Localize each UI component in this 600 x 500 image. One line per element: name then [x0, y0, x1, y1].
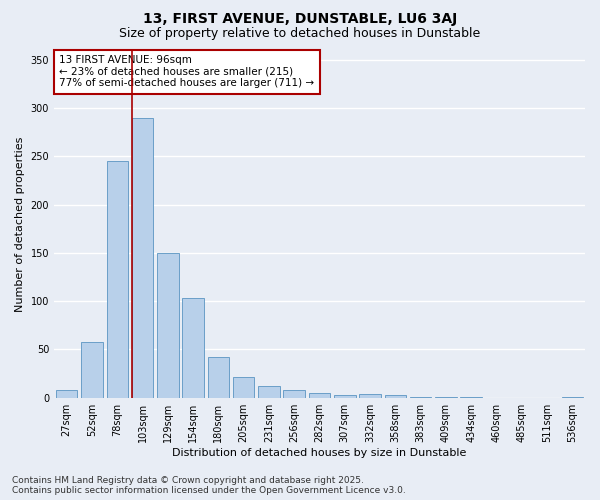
Bar — [258, 386, 280, 398]
Bar — [157, 253, 179, 398]
Bar — [385, 395, 406, 398]
Bar — [233, 378, 254, 398]
Text: Contains HM Land Registry data © Crown copyright and database right 2025.
Contai: Contains HM Land Registry data © Crown c… — [12, 476, 406, 495]
Text: 13, FIRST AVENUE, DUNSTABLE, LU6 3AJ: 13, FIRST AVENUE, DUNSTABLE, LU6 3AJ — [143, 12, 457, 26]
Bar — [107, 161, 128, 398]
Bar — [182, 298, 204, 398]
Text: Size of property relative to detached houses in Dunstable: Size of property relative to detached ho… — [119, 28, 481, 40]
Bar — [132, 118, 153, 398]
Bar — [56, 390, 77, 398]
Bar — [81, 342, 103, 398]
Bar — [309, 393, 330, 398]
Y-axis label: Number of detached properties: Number of detached properties — [15, 136, 25, 312]
Bar — [562, 396, 583, 398]
Bar — [460, 396, 482, 398]
Bar — [283, 390, 305, 398]
Bar — [410, 396, 431, 398]
Bar — [435, 396, 457, 398]
X-axis label: Distribution of detached houses by size in Dunstable: Distribution of detached houses by size … — [172, 448, 467, 458]
Text: 13 FIRST AVENUE: 96sqm
← 23% of detached houses are smaller (215)
77% of semi-de: 13 FIRST AVENUE: 96sqm ← 23% of detached… — [59, 55, 314, 88]
Bar — [334, 395, 356, 398]
Bar — [359, 394, 381, 398]
Bar — [208, 357, 229, 398]
